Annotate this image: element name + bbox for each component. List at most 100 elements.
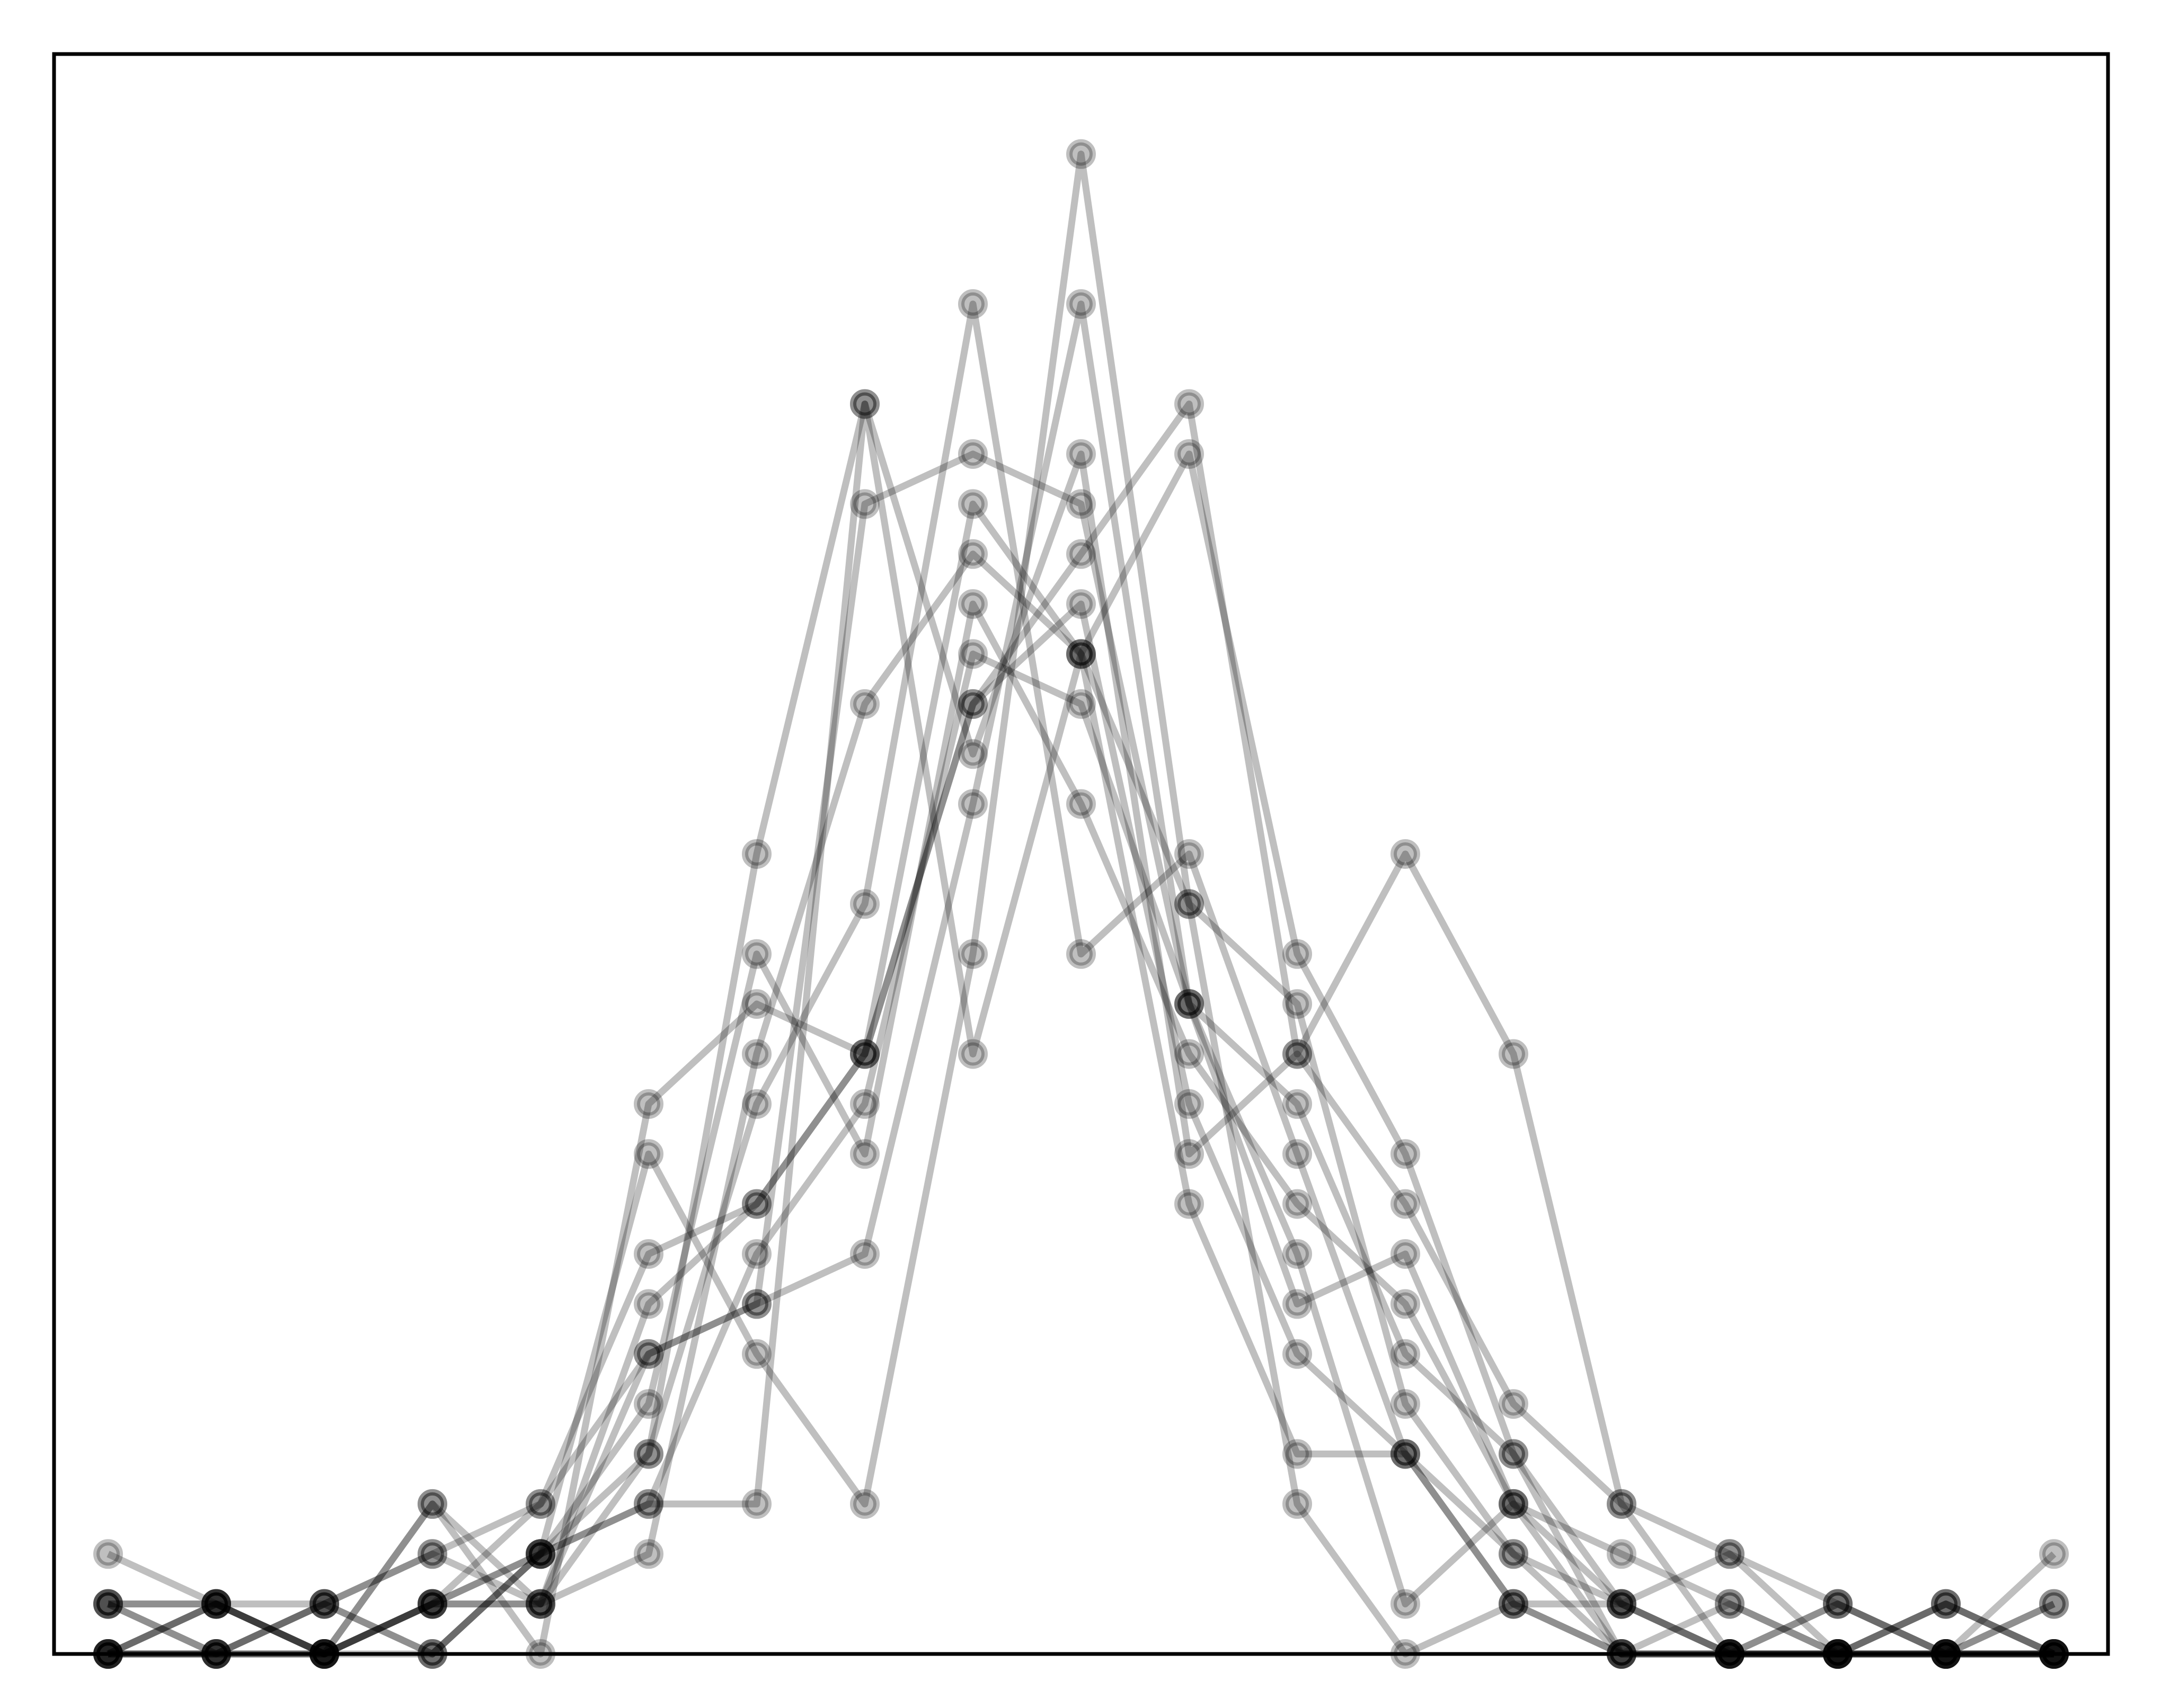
data-point bbox=[1823, 1589, 1853, 1619]
data-point bbox=[742, 1189, 772, 1219]
data-point bbox=[526, 1589, 555, 1619]
data-point bbox=[634, 1339, 663, 1369]
data-point bbox=[1282, 1489, 1312, 1519]
data-point bbox=[526, 1539, 555, 1569]
data-point bbox=[1282, 1289, 1312, 1319]
data-point bbox=[742, 1339, 772, 1369]
data-point bbox=[1282, 989, 1312, 1019]
data-point bbox=[850, 389, 880, 419]
data-point bbox=[1391, 839, 1420, 869]
data-point bbox=[634, 1089, 663, 1119]
data-point bbox=[742, 989, 772, 1019]
data-point bbox=[201, 1589, 231, 1619]
data-point bbox=[634, 1489, 663, 1519]
data-point bbox=[1391, 1339, 1420, 1369]
data-point bbox=[93, 1589, 123, 1619]
data-point bbox=[309, 1589, 339, 1619]
data-point bbox=[958, 1039, 988, 1069]
data-point bbox=[1931, 1589, 1961, 1619]
data-point bbox=[1391, 1439, 1420, 1469]
data-point bbox=[309, 1589, 339, 1619]
data-point bbox=[201, 1589, 231, 1619]
data-point bbox=[526, 1539, 555, 1569]
data-point bbox=[1607, 1589, 1636, 1619]
data-point bbox=[1715, 1539, 1744, 1569]
data-point bbox=[1607, 1489, 1636, 1519]
data-point bbox=[418, 1589, 447, 1619]
data-point bbox=[1282, 1039, 1312, 1069]
data-point bbox=[1174, 889, 1204, 919]
data-point bbox=[1282, 1039, 1312, 1069]
data-point bbox=[1499, 1489, 1528, 1519]
data-point bbox=[742, 1489, 772, 1519]
series-line bbox=[107, 401, 2056, 1658]
data-point bbox=[201, 1589, 231, 1619]
data-point bbox=[1174, 1039, 1204, 1069]
data-point bbox=[634, 1439, 663, 1469]
data-point bbox=[1715, 1589, 1744, 1619]
data-point bbox=[1282, 939, 1312, 969]
data-point bbox=[1499, 1489, 1528, 1519]
data-point bbox=[526, 1489, 555, 1519]
data-point bbox=[1715, 1589, 1744, 1619]
data-point bbox=[1607, 1539, 1636, 1569]
data-point bbox=[634, 1539, 663, 1569]
data-point bbox=[958, 439, 988, 469]
data-point bbox=[1174, 1089, 1204, 1119]
data-point bbox=[1931, 1589, 1961, 1619]
data-point bbox=[850, 1039, 880, 1069]
series-7 bbox=[93, 439, 2069, 1669]
data-point bbox=[742, 1039, 772, 1069]
data-point bbox=[526, 1489, 555, 1519]
data-point bbox=[418, 1489, 447, 1519]
data-point bbox=[850, 1039, 880, 1069]
data-point bbox=[1391, 1189, 1420, 1219]
data-point bbox=[1066, 439, 1096, 469]
data-point bbox=[634, 1289, 663, 1319]
data-point bbox=[1823, 1589, 1853, 1619]
data-point bbox=[201, 1589, 231, 1619]
series-5 bbox=[93, 289, 2069, 1669]
data-point bbox=[742, 1189, 772, 1219]
data-point bbox=[850, 389, 880, 419]
data-point bbox=[634, 1339, 663, 1369]
data-point bbox=[958, 739, 988, 769]
data-point bbox=[418, 1589, 447, 1619]
data-point bbox=[1282, 1239, 1312, 1269]
data-point bbox=[1282, 1339, 1312, 1369]
data-point bbox=[201, 1589, 231, 1619]
data-point bbox=[1066, 639, 1096, 669]
plot-background bbox=[54, 54, 2108, 1654]
data-point bbox=[1174, 989, 1204, 1019]
data-point bbox=[1499, 1439, 1528, 1469]
data-point bbox=[1391, 1439, 1420, 1469]
data-point bbox=[742, 1239, 772, 1269]
data-point bbox=[418, 1589, 447, 1619]
data-point bbox=[1607, 1589, 1636, 1619]
data-point bbox=[1066, 539, 1096, 569]
data-point bbox=[526, 1539, 555, 1569]
data-point bbox=[1282, 1439, 1312, 1469]
data-point bbox=[1391, 1589, 1420, 1619]
data-point bbox=[93, 1539, 123, 1569]
data-point bbox=[958, 289, 988, 319]
plot-frame bbox=[52, 52, 2110, 1656]
data-point bbox=[850, 1489, 880, 1519]
data-point bbox=[1174, 439, 1204, 469]
data-point bbox=[742, 1289, 772, 1319]
data-point bbox=[958, 589, 988, 619]
data-point bbox=[1174, 1139, 1204, 1169]
data-point bbox=[850, 689, 880, 719]
data-point bbox=[526, 1589, 555, 1619]
data-point bbox=[1066, 689, 1096, 719]
data-point bbox=[93, 1589, 123, 1619]
data-point bbox=[1174, 839, 1204, 869]
data-point bbox=[958, 939, 988, 969]
data-point bbox=[634, 1389, 663, 1419]
data-point bbox=[958, 489, 988, 519]
data-point bbox=[526, 1539, 555, 1569]
data-point bbox=[1391, 1139, 1420, 1169]
data-point bbox=[850, 1039, 880, 1069]
data-point bbox=[1066, 139, 1096, 169]
